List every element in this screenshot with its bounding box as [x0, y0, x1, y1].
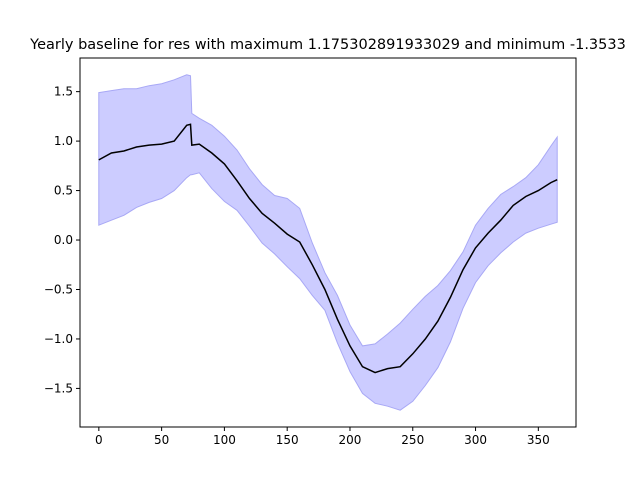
x-tick-label: 100	[213, 433, 236, 447]
y-tick-label: 1.5	[54, 85, 73, 99]
chart-title: Yearly baseline for res with maximum 1.1…	[29, 37, 626, 53]
x-tick-label: 350	[527, 433, 550, 447]
x-axis: 0 50 100 150 200 250 300 350	[95, 427, 550, 447]
plot-area	[79, 57, 577, 428]
x-tick-label: 50	[154, 433, 169, 447]
x-tick-label: 150	[276, 433, 299, 447]
mean-series-line	[98, 123, 558, 374]
y-axis: −1.5 −1.0 −0.5 0.0 0.5 1.0 1.5	[44, 85, 80, 395]
y-tick-label: −1.5	[44, 381, 73, 395]
axes-frame	[79, 57, 577, 428]
x-tick-label: 300	[464, 433, 487, 447]
y-tick-label: 0.5	[54, 184, 73, 198]
confidence-band	[98, 74, 558, 411]
y-tick-label: −1.0	[44, 332, 73, 346]
y-tick-label: 1.0	[54, 134, 73, 148]
x-tick-label: 0	[95, 433, 103, 447]
x-tick-label: 250	[401, 433, 424, 447]
y-tick-label: 0.0	[54, 233, 73, 247]
x-tick-label: 200	[339, 433, 362, 447]
y-tick-label: −0.5	[44, 282, 73, 296]
